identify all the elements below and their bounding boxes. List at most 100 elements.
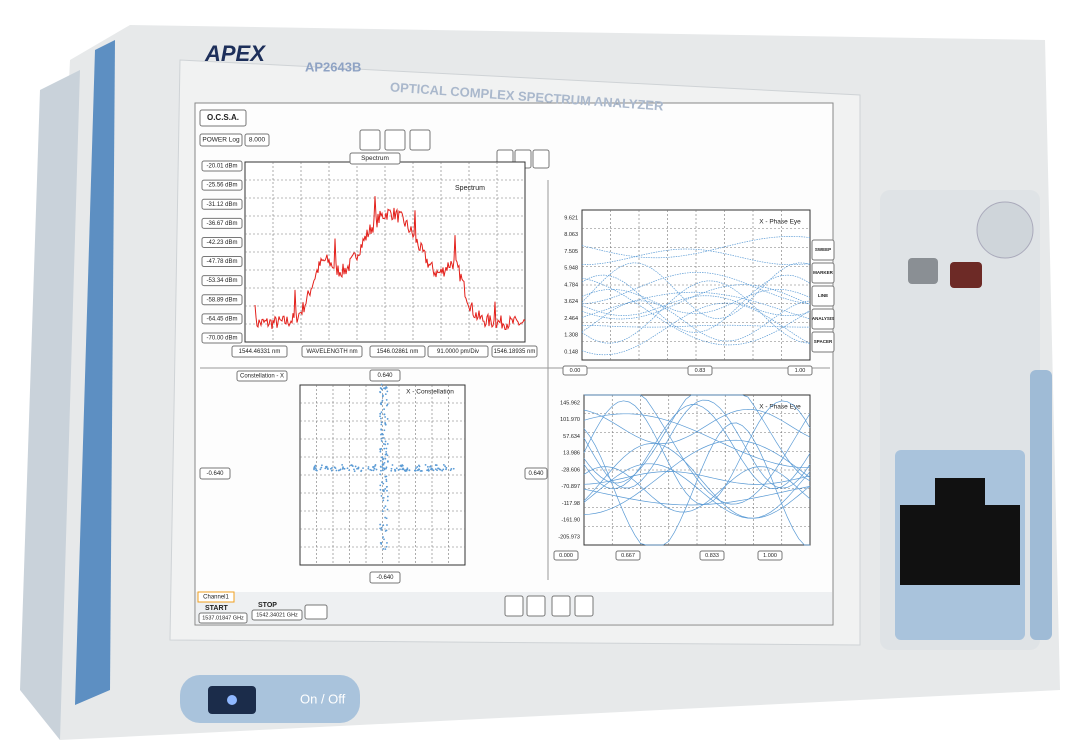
constellation-point: [357, 467, 360, 470]
panel-title: Spectrum: [361, 155, 389, 162]
tool-button[interactable]: [409, 129, 431, 151]
constellation-point: [390, 469, 393, 472]
value-box: [198, 612, 248, 624]
eye-trace: [581, 272, 811, 305]
eye-trace: [581, 277, 811, 346]
tick-box: [201, 275, 243, 287]
constellation-point: [321, 464, 323, 467]
constellation-point: [382, 437, 385, 439]
constellation-point: [331, 466, 333, 469]
constellation-point: [399, 468, 401, 471]
axis-label: 0.640: [377, 373, 393, 379]
tick-box: [201, 236, 243, 248]
constellation-point: [383, 447, 386, 450]
side-button[interactable]: [811, 285, 835, 307]
key[interactable]: [950, 262, 982, 288]
constellation-point: [350, 464, 353, 466]
constellation-point: [380, 423, 383, 426]
app-button[interactable]: [199, 109, 247, 127]
port-strip: [1030, 370, 1052, 640]
run-button[interactable]: [574, 595, 594, 617]
side-button[interactable]: [811, 239, 835, 261]
eye-trace: [583, 422, 810, 546]
constellation-point: [383, 408, 385, 411]
constellation-point: [382, 490, 385, 492]
spectrum-trace: [254, 196, 526, 330]
eye-trace: [581, 262, 811, 319]
side-button[interactable]: [811, 262, 835, 284]
constellation-point: [386, 390, 389, 393]
axis-label: -0.640: [206, 471, 224, 477]
constellation-point: [354, 465, 357, 468]
constellation-point: [383, 507, 385, 509]
x-label-box: [615, 550, 641, 561]
constellation-point: [313, 467, 315, 470]
constellation-point: [386, 542, 388, 544]
x-label-box: [687, 365, 713, 376]
constellation-point: [381, 456, 384, 459]
key[interactable]: [908, 258, 938, 284]
x-label-box: [427, 345, 489, 358]
eye-trace: [583, 439, 811, 515]
constellation-point: [342, 466, 344, 469]
eye-trace: [581, 280, 811, 344]
run-button[interactable]: [526, 595, 546, 617]
y-tick-label: 5.948: [564, 266, 578, 272]
y-tick-label: -28.606: [561, 467, 580, 473]
constellation-point: [380, 469, 382, 472]
x-tick-label: 1544.46331 nm: [239, 349, 281, 355]
constellation-point: [427, 468, 430, 471]
connector-block: [935, 478, 985, 518]
y-tick-label: 0.148: [564, 349, 578, 355]
constellation-point: [384, 393, 387, 396]
panel-title: Constellation - X: [240, 374, 284, 380]
run-button[interactable]: [551, 595, 571, 617]
constellation-point: [325, 465, 328, 468]
constellation-point: [373, 467, 376, 470]
constellation-point: [379, 450, 382, 453]
eye-trace: [583, 408, 811, 444]
run-button[interactable]: [504, 595, 524, 617]
axis-label: -0.640: [376, 575, 394, 581]
tick-box: [201, 217, 243, 229]
eye-trace: [583, 404, 811, 490]
side-button-label: LINE: [818, 293, 828, 298]
constellation-point: [424, 463, 427, 466]
constellation-point: [382, 510, 384, 513]
eye-trace: [584, 394, 811, 505]
constellation-point: [382, 499, 385, 502]
constellation-point: [386, 460, 389, 463]
constellation-point: [452, 467, 455, 470]
constellation-point: [441, 469, 444, 472]
side-button[interactable]: [811, 331, 835, 353]
constellation-point: [385, 517, 388, 520]
nav-wheel[interactable]: [976, 201, 1034, 259]
x-tick-label: 1546.02861 nm: [377, 349, 419, 355]
y-tick-label: 13.986: [563, 451, 580, 457]
eye-trace: [583, 466, 811, 513]
constellation-point: [382, 482, 385, 485]
constellation-point: [380, 421, 383, 424]
eye-trace: [583, 486, 811, 506]
tool-button[interactable]: [384, 129, 406, 151]
y-tick-label: 9.621: [564, 215, 578, 221]
constellation-point: [380, 542, 383, 544]
constellation-point: [445, 466, 448, 469]
channel-tab[interactable]: [197, 591, 235, 603]
constellation-point: [381, 481, 383, 484]
tool-button[interactable]: [532, 149, 550, 169]
side-button[interactable]: [811, 308, 835, 330]
scale-label: POWER Log: [202, 137, 240, 144]
range-button[interactable]: [304, 604, 328, 620]
constellation-point: [416, 466, 419, 468]
constellation-point: [427, 469, 430, 472]
x-tick-label: 0.833: [705, 553, 719, 559]
eye-trace: [581, 274, 811, 333]
tool-button[interactable]: [359, 129, 381, 151]
y-tick-label: -205.973: [558, 534, 580, 540]
constellation-point: [319, 468, 322, 471]
constellation-point: [391, 464, 394, 466]
tick-box: [201, 160, 243, 172]
stop-value: 1542.34021 GHz: [256, 612, 298, 618]
constellation-point: [379, 473, 382, 476]
